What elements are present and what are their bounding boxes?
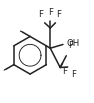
Text: F: F	[56, 10, 61, 19]
Text: F: F	[38, 10, 43, 19]
Text: F: F	[68, 41, 74, 50]
Text: F: F	[71, 70, 76, 79]
Text: F: F	[62, 67, 67, 76]
Text: F: F	[48, 8, 53, 18]
Text: OH: OH	[67, 39, 80, 48]
